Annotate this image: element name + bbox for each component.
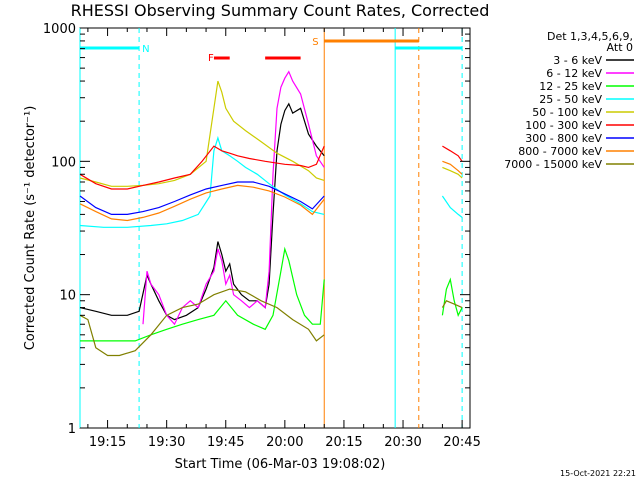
series-line <box>80 246 325 342</box>
y-tick-label: 10 <box>59 289 76 304</box>
series-line <box>441 277 463 317</box>
legend-label: 100 - 300 keV <box>525 119 602 132</box>
annotation-label: F <box>208 53 214 64</box>
legend-title: Det 1,3,4,5,6,9, <box>547 30 633 43</box>
annotation-label: S <box>312 37 318 48</box>
x-tick-label: 20:30 <box>384 435 421 450</box>
x-tick-label: 20:00 <box>266 435 303 450</box>
annotation-bars: N F S <box>80 37 463 64</box>
series-lines <box>79 70 463 357</box>
annotation-lines <box>79 28 463 428</box>
series-line <box>79 145 325 190</box>
legend-title: Att 0 <box>607 41 633 54</box>
series-line <box>79 181 325 215</box>
legend-label: 12 - 25 keV <box>539 80 602 93</box>
chart-title: RHESSI Observing Summary Count Rates, Co… <box>71 1 490 20</box>
legend-label: 3 - 6 keV <box>553 54 602 67</box>
series-line <box>442 145 463 162</box>
series-line <box>442 166 463 179</box>
legend-label: 7000 - 15000 keV <box>504 158 602 171</box>
y-tick-label: 100 <box>51 155 76 170</box>
legend-label: 50 - 100 keV <box>532 106 602 119</box>
x-tick-label: 19:30 <box>148 435 185 450</box>
y-tick-label: 1 <box>68 422 76 437</box>
y-axis-label: Corrected Count Rate (s⁻¹ detector⁻¹) <box>23 106 38 351</box>
series-line <box>79 184 325 222</box>
series-line <box>442 160 463 175</box>
x-tick-label: 19:45 <box>207 435 244 450</box>
series-line <box>441 300 463 309</box>
x-tick-label: 20:15 <box>325 435 362 450</box>
series-line <box>79 288 325 357</box>
series-line <box>79 80 325 187</box>
footer-date: 15-Oct-2021 22:21 <box>560 469 636 478</box>
legend-label: 6 - 12 keV <box>546 67 602 80</box>
series-line <box>142 70 325 326</box>
y-tick-label: 1000 <box>43 22 76 37</box>
series-line <box>441 195 463 218</box>
x-axis-label: Start Time (06-Mar-03 19:08:02) <box>175 457 386 472</box>
x-tick-label: 20:45 <box>443 435 480 450</box>
x-tick-label: 19:15 <box>89 435 126 450</box>
legend-label: 300 - 800 keV <box>525 132 602 145</box>
legend-label: 25 - 50 keV <box>539 93 602 106</box>
axis-ticks: 19:15 19:30 19:45 20:00 20:15 20:30 20:45 1 10 10… <box>43 22 481 450</box>
legend-label: 800 - 7000 keV <box>518 145 602 158</box>
annotation-label: N <box>142 44 149 55</box>
